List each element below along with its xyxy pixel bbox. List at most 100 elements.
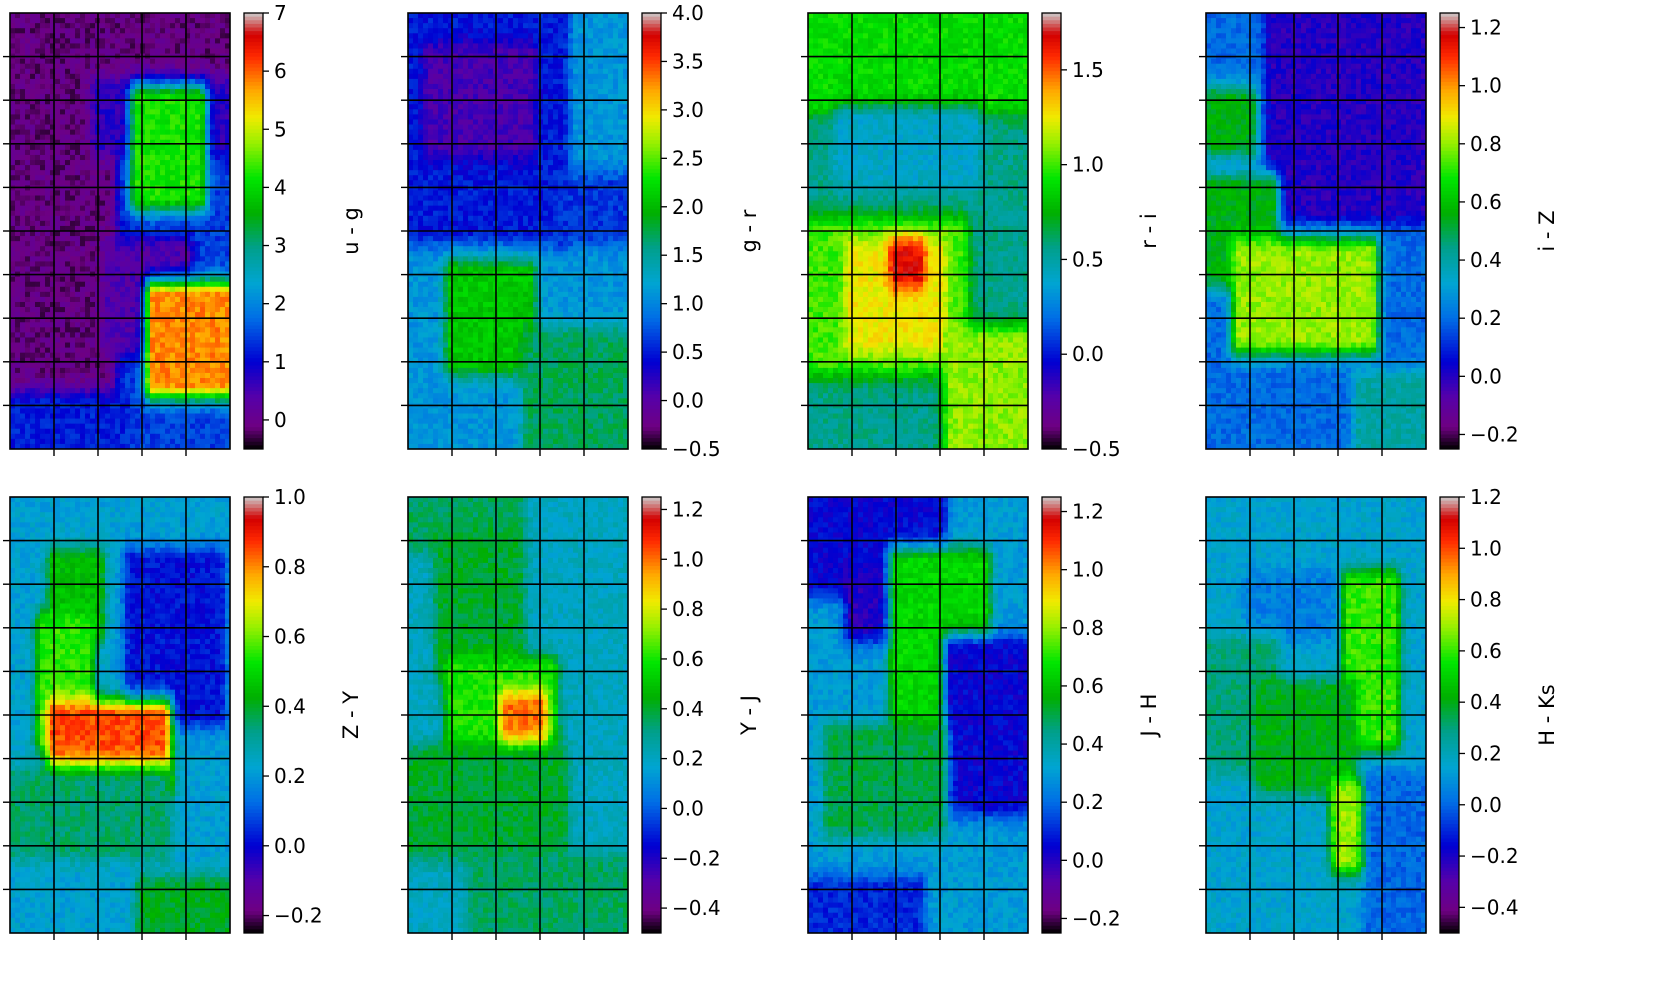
heatmap-cell <box>433 33 438 38</box>
heatmap-cell <box>25 89 30 94</box>
heatmap-cell <box>598 33 603 38</box>
heatmap-cell <box>180 282 185 287</box>
heatmap-cell <box>498 33 503 38</box>
heatmap-cell <box>100 23 105 28</box>
heatmap-cell <box>75 251 80 256</box>
heatmap-cell <box>115 135 120 140</box>
heatmap-cell <box>75 337 80 342</box>
heatmap-cell <box>40 23 45 28</box>
heatmap-cell <box>105 266 110 271</box>
heatmap-cell <box>100 84 105 89</box>
heatmap-cell <box>175 332 180 337</box>
heatmap-cell <box>100 424 105 429</box>
heatmap-cell <box>45 216 50 221</box>
heatmap-cell <box>195 170 200 175</box>
heatmap-cell <box>603 119 608 124</box>
heatmap-cell <box>210 312 215 317</box>
heatmap-cell <box>215 373 220 378</box>
colorbar-segment <box>244 140 263 144</box>
heatmap-cell <box>598 79 603 84</box>
heatmap-cell <box>150 236 155 241</box>
colorbar-segment <box>244 206 263 210</box>
heatmap-cell <box>10 38 15 43</box>
heatmap-cell <box>220 383 225 388</box>
heatmap-cell <box>30 388 35 393</box>
heatmap-cell <box>215 246 220 251</box>
heatmap-cell <box>145 388 150 393</box>
heatmap-cell <box>618 13 623 18</box>
heatmap-cell <box>598 48 603 53</box>
heatmap-cell <box>20 23 25 28</box>
heatmap-cell <box>210 59 215 64</box>
heatmap-cell <box>195 216 200 221</box>
heatmap-cell <box>200 429 205 434</box>
heatmap-cell <box>165 292 170 297</box>
colorbar-segment <box>244 267 263 271</box>
heatmap-cell <box>110 307 115 312</box>
heatmap-cell <box>135 135 140 140</box>
heatmap-cell <box>30 135 35 140</box>
heatmap-cell <box>150 145 155 150</box>
heatmap-cell <box>220 307 225 312</box>
heatmap-cell <box>35 84 40 89</box>
heatmap-cell <box>618 94 623 99</box>
colorbar-segment <box>244 373 263 377</box>
heatmap-cell <box>175 408 180 413</box>
heatmap-cell <box>523 64 528 69</box>
heatmap-cell <box>20 175 25 180</box>
heatmap-cell <box>528 114 533 119</box>
heatmap-cell <box>120 292 125 297</box>
heatmap-cell <box>210 292 215 297</box>
heatmap-cell <box>10 94 15 99</box>
heatmap-cell <box>115 327 120 332</box>
heatmap-cell <box>10 190 15 195</box>
heatmap-cell <box>100 125 105 130</box>
heatmap-cell <box>30 424 35 429</box>
heatmap-cell <box>55 145 60 150</box>
heatmap-cell <box>413 130 418 135</box>
heatmap-cell <box>25 114 30 119</box>
heatmap-cell <box>215 33 220 38</box>
heatmap-cell <box>40 206 45 211</box>
heatmap-cell <box>473 109 478 114</box>
heatmap-cell <box>588 94 593 99</box>
heatmap-cell <box>170 434 175 439</box>
heatmap-cell <box>175 48 180 53</box>
heatmap-cell <box>65 89 70 94</box>
heatmap-cell <box>613 79 618 84</box>
heatmap-cell <box>180 408 185 413</box>
heatmap-cell <box>115 130 120 135</box>
heatmap-cell <box>170 439 175 444</box>
heatmap-cell <box>528 33 533 38</box>
heatmap-cell <box>443 43 448 48</box>
heatmap-cell <box>473 104 478 109</box>
heatmap-cell <box>65 246 70 251</box>
heatmap-cell <box>105 94 110 99</box>
heatmap-cell <box>85 231 90 236</box>
heatmap-cell <box>75 434 80 439</box>
heatmap-cell <box>130 135 135 140</box>
heatmap-cell <box>45 125 50 130</box>
colorbar-segment <box>244 431 263 435</box>
heatmap-cell <box>25 119 30 124</box>
colorbar-segment <box>244 187 263 191</box>
heatmap-cell <box>463 119 468 124</box>
heatmap-cell <box>85 292 90 297</box>
heatmap-cell <box>20 216 25 221</box>
heatmap-cell <box>135 307 140 312</box>
heatmap-cell <box>150 109 155 114</box>
heatmap-cell <box>498 119 503 124</box>
heatmap-cell <box>408 79 413 84</box>
heatmap-cell <box>215 393 220 398</box>
heatmap-cell <box>105 18 110 23</box>
heatmap-cell <box>70 424 75 429</box>
heatmap-cell <box>100 150 105 155</box>
heatmap-cell <box>453 33 458 38</box>
heatmap-cell <box>90 393 95 398</box>
heatmap-cell <box>528 125 533 130</box>
heatmap-cell <box>155 135 160 140</box>
heatmap-cell <box>10 383 15 388</box>
colorbar-segment <box>244 78 263 82</box>
colorbar-segment <box>244 329 263 333</box>
heatmap-cell <box>70 114 75 119</box>
